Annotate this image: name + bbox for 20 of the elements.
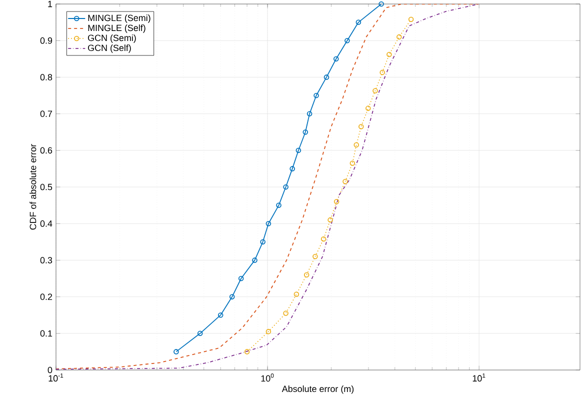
y-tick-label: 0.1 — [40, 330, 52, 337]
legend-label: GCN (Self) — [88, 44, 131, 53]
y-tick-label: 0.8 — [40, 74, 52, 80]
y-tick-label: 0.7 — [40, 110, 52, 117]
legend-label: GCN (Semi) — [88, 34, 136, 43]
y-axis-title: CDF of absolute error — [30, 144, 36, 230]
y-tick-label: 0 — [48, 366, 52, 374]
y-tick-label: 0.2 — [40, 294, 52, 300]
x-tick-label: 10$^{0}$ — [261, 374, 274, 382]
legend-label: MINGLE (Semi) — [88, 14, 150, 23]
y-tick-label: 0.9 — [40, 37, 52, 44]
legend-label: MINGLE (Self) — [88, 24, 146, 33]
x-tick-label: 10$^{1}$ — [472, 374, 486, 382]
y-tick-label: 1 — [48, 0, 52, 8]
y-tick-label: 0.5 — [40, 184, 52, 190]
x-axis-title: Absolute error (m) — [282, 385, 354, 394]
x-tick-label: 10$^{-1}$ — [48, 374, 64, 382]
y-tick-label: 0.6 — [40, 147, 52, 154]
y-tick-label: 0.3 — [40, 257, 52, 264]
y-tick-label: 0.4 — [40, 220, 52, 227]
